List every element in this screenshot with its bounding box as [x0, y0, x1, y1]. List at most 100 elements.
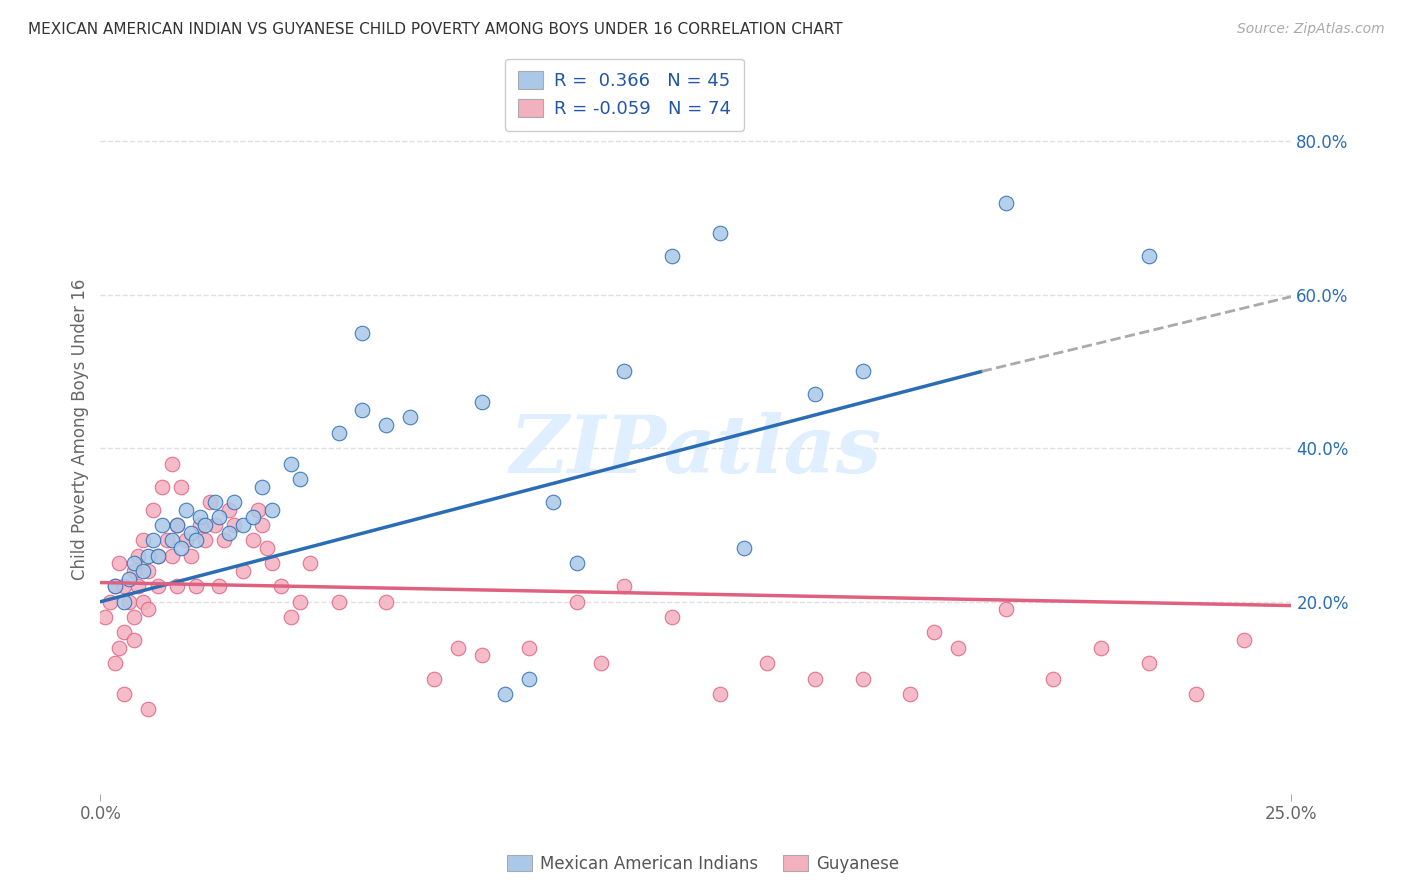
- Text: Source: ZipAtlas.com: Source: ZipAtlas.com: [1237, 22, 1385, 37]
- Point: [756, 656, 779, 670]
- Point: [136, 549, 159, 563]
- Point: [146, 579, 169, 593]
- Point: [232, 518, 254, 533]
- Point: [733, 541, 755, 555]
- Point: [256, 541, 278, 555]
- Point: [166, 518, 188, 533]
- Point: [1042, 672, 1064, 686]
- Point: [218, 525, 240, 540]
- Point: [122, 633, 145, 648]
- Point: [252, 479, 274, 493]
- Point: [190, 518, 212, 533]
- Point: [709, 687, 731, 701]
- Point: [112, 687, 135, 701]
- Point: [352, 326, 374, 340]
- Point: [260, 557, 283, 571]
- Point: [104, 579, 127, 593]
- Point: [132, 533, 155, 548]
- Point: [122, 557, 145, 571]
- Point: [104, 656, 127, 670]
- Point: [242, 510, 264, 524]
- Point: [166, 579, 188, 593]
- Point: [156, 533, 179, 548]
- Point: [204, 495, 226, 509]
- Point: [280, 457, 302, 471]
- Point: [922, 625, 945, 640]
- Point: [218, 502, 240, 516]
- Y-axis label: Child Poverty Among Boys Under 16: Child Poverty Among Boys Under 16: [72, 278, 89, 580]
- Point: [589, 656, 612, 670]
- Point: [447, 640, 470, 655]
- Point: [541, 495, 564, 509]
- Point: [399, 410, 422, 425]
- Point: [136, 702, 159, 716]
- Legend: Mexican American Indians, Guyanese: Mexican American Indians, Guyanese: [501, 848, 905, 880]
- Point: [260, 502, 283, 516]
- Point: [1233, 633, 1256, 648]
- Point: [804, 387, 827, 401]
- Point: [136, 602, 159, 616]
- Point: [160, 457, 183, 471]
- Point: [166, 518, 188, 533]
- Point: [517, 640, 540, 655]
- Point: [994, 602, 1017, 616]
- Point: [122, 564, 145, 578]
- Point: [132, 564, 155, 578]
- Point: [184, 579, 207, 593]
- Point: [328, 425, 350, 440]
- Point: [298, 557, 321, 571]
- Point: [150, 479, 173, 493]
- Point: [180, 549, 202, 563]
- Point: [252, 518, 274, 533]
- Point: [170, 479, 193, 493]
- Point: [852, 364, 875, 378]
- Legend: R =  0.366   N = 45, R = -0.059   N = 74: R = 0.366 N = 45, R = -0.059 N = 74: [505, 59, 744, 130]
- Point: [112, 579, 135, 593]
- Point: [1137, 249, 1160, 263]
- Point: [118, 595, 141, 609]
- Text: ZIPatlas: ZIPatlas: [510, 412, 882, 490]
- Point: [423, 672, 446, 686]
- Point: [104, 579, 127, 593]
- Point: [108, 640, 131, 655]
- Point: [212, 533, 235, 548]
- Point: [290, 595, 312, 609]
- Point: [1090, 640, 1112, 655]
- Point: [270, 579, 292, 593]
- Point: [127, 579, 149, 593]
- Point: [946, 640, 969, 655]
- Point: [160, 549, 183, 563]
- Point: [517, 672, 540, 686]
- Point: [174, 533, 197, 548]
- Point: [375, 595, 398, 609]
- Point: [136, 564, 159, 578]
- Point: [132, 595, 155, 609]
- Point: [194, 533, 217, 548]
- Point: [142, 502, 165, 516]
- Point: [204, 518, 226, 533]
- Point: [208, 579, 231, 593]
- Point: [565, 557, 588, 571]
- Point: [122, 610, 145, 624]
- Point: [661, 249, 683, 263]
- Point: [98, 595, 121, 609]
- Point: [494, 687, 516, 701]
- Point: [222, 495, 245, 509]
- Point: [613, 579, 636, 593]
- Point: [174, 502, 197, 516]
- Point: [470, 648, 492, 663]
- Point: [180, 525, 202, 540]
- Point: [375, 418, 398, 433]
- Point: [1185, 687, 1208, 701]
- Point: [898, 687, 921, 701]
- Point: [994, 195, 1017, 210]
- Point: [198, 495, 221, 509]
- Point: [852, 672, 875, 686]
- Point: [190, 510, 212, 524]
- Point: [1137, 656, 1160, 670]
- Point: [246, 502, 269, 516]
- Point: [127, 549, 149, 563]
- Point: [208, 510, 231, 524]
- Point: [280, 610, 302, 624]
- Point: [470, 395, 492, 409]
